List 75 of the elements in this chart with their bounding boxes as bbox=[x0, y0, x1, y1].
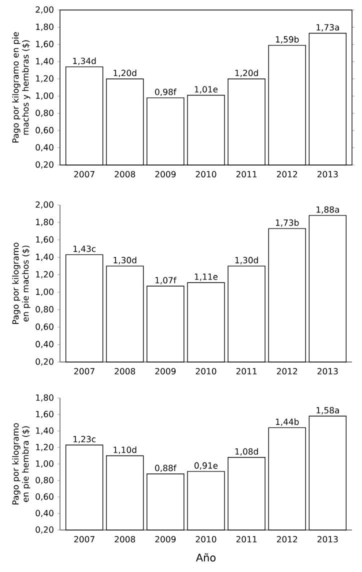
x-axis-title: Año bbox=[196, 553, 216, 562]
y-tick-label: 0,40 bbox=[36, 340, 54, 348]
y-tick-label: 1,20 bbox=[36, 271, 54, 278]
y-tick-label: 2,00 bbox=[36, 201, 54, 209]
x-tick-label: 2007 bbox=[74, 171, 94, 178]
y-tick-label: 1,80 bbox=[36, 218, 54, 226]
y-tick-label: 1,00 bbox=[36, 460, 54, 468]
y-tick-label: 1,40 bbox=[36, 58, 54, 66]
data-label: 0,91e bbox=[194, 462, 218, 470]
x-tick-label: 2008 bbox=[114, 536, 136, 542]
y-tick-label: 0,40 bbox=[36, 144, 54, 152]
y-tick-label: 1,00 bbox=[36, 288, 54, 296]
data-label: 1,08d bbox=[235, 448, 258, 456]
y-axis-title: Pago por kilogramo en pie hembra ($) bbox=[12, 423, 30, 504]
x-tick-label: 2009 bbox=[155, 368, 176, 374]
y-tick-label: 1,60 bbox=[36, 236, 54, 244]
y-tick-label: 0,80 bbox=[36, 110, 54, 117]
x-tick-label: 2009 bbox=[155, 536, 176, 542]
x-tick-label: 2007 bbox=[74, 536, 94, 542]
x-tick-label: 2011 bbox=[236, 536, 257, 542]
y-tick-label: 0,20 bbox=[36, 161, 54, 169]
data-label: 1,44b bbox=[276, 418, 299, 426]
data-label: 1,07f bbox=[155, 276, 177, 284]
x-tick-label: 2012 bbox=[276, 536, 298, 542]
data-label: 1,59b bbox=[276, 36, 299, 44]
y-tick-label: 0,20 bbox=[36, 358, 54, 366]
data-label: 1,30d bbox=[235, 256, 258, 264]
y-tick-label: 0,60 bbox=[36, 126, 54, 134]
data-label: 1,20d bbox=[235, 70, 258, 78]
data-label: 0,98f bbox=[155, 88, 177, 96]
y-axis-title: Pago por kilogramo en pie machos ($) bbox=[12, 242, 30, 324]
x-tick-label: 2013 bbox=[318, 536, 338, 542]
data-label: 1,11e bbox=[194, 274, 218, 281]
data-label: 1,23c bbox=[74, 436, 96, 444]
data-label: 0,88f bbox=[155, 464, 177, 472]
y-tick-label: 1,20 bbox=[36, 444, 54, 452]
y-tick-label: 1,80 bbox=[36, 394, 54, 402]
y-tick-label: 0,40 bbox=[36, 510, 54, 518]
y-tick-label: 1,80 bbox=[36, 24, 54, 31]
y-tick-label: 0,80 bbox=[36, 476, 54, 484]
x-tick-label: 2010 bbox=[196, 368, 216, 374]
data-label: 1,34d bbox=[73, 58, 96, 65]
x-tick-label: 2009 bbox=[155, 171, 176, 178]
x-tick-label: 2011 bbox=[236, 368, 257, 374]
data-label: 1,01e bbox=[194, 86, 218, 94]
data-label: 1,58a bbox=[316, 407, 339, 414]
data-label: 1,43c bbox=[74, 246, 96, 253]
x-tick-label: 2013 bbox=[318, 368, 338, 374]
x-tick-label: 2013 bbox=[318, 171, 338, 178]
y-tick-label: 0,60 bbox=[36, 493, 54, 501]
y-tick-label: 1,60 bbox=[36, 40, 54, 48]
data-label: 1,20d bbox=[114, 70, 136, 78]
data-label: 1,73a bbox=[316, 24, 339, 32]
x-tick-label: 2008 bbox=[114, 171, 136, 178]
y-tick-label: 2,00 bbox=[36, 6, 54, 14]
x-tick-label: 2008 bbox=[114, 368, 136, 374]
data-label: 1,88a bbox=[316, 206, 339, 214]
y-tick-label: 1,40 bbox=[36, 427, 54, 435]
x-tick-label: 2012 bbox=[276, 368, 298, 374]
x-tick-label: 2011 bbox=[236, 171, 257, 178]
x-tick-label: 2010 bbox=[196, 536, 216, 542]
y-tick-label: 0,20 bbox=[36, 526, 54, 534]
y-axis-title: Pago por kilogramo en pie machos y hembras ($) bbox=[12, 32, 30, 142]
y-tick-label: 0,80 bbox=[36, 306, 54, 314]
y-tick-label: 1,40 bbox=[36, 254, 54, 261]
data-label: 1,30d bbox=[114, 256, 136, 264]
x-tick-label: 2012 bbox=[276, 171, 298, 178]
y-tick-label: 0,60 bbox=[36, 323, 54, 331]
y-tick-label: 1,60 bbox=[36, 410, 54, 418]
data-label: 1,73b bbox=[276, 219, 299, 227]
y-tick-label: 1,20 bbox=[36, 75, 54, 83]
x-tick-label: 2010 bbox=[196, 171, 216, 178]
data-label: 1,10d bbox=[114, 446, 136, 454]
y-tick-label: 1,00 bbox=[36, 92, 54, 100]
x-tick-label: 2007 bbox=[74, 368, 94, 374]
